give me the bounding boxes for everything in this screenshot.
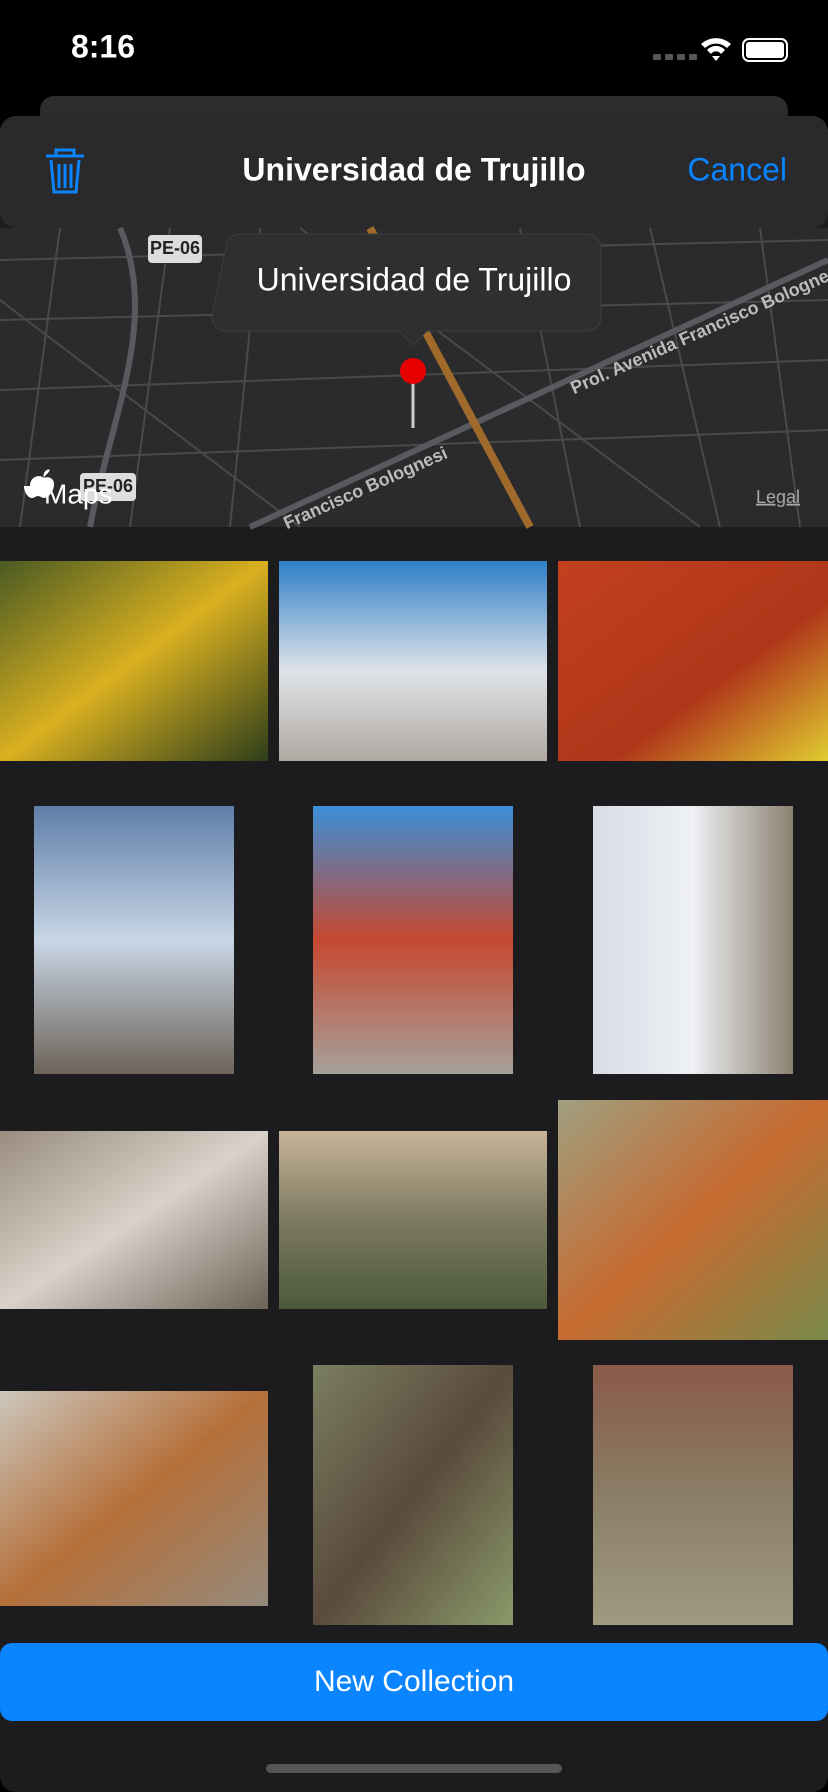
cancel-button[interactable]: Cancel [687, 151, 787, 187]
photo[interactable] [279, 561, 547, 761]
nav-title: Universidad de Trujillo [242, 151, 585, 187]
map: PE-06 PE-06 Prol. Avenida Francisco Bolo… [0, 226, 828, 533]
nav-bar [0, 116, 828, 228]
photo[interactable] [593, 806, 793, 1074]
photo[interactable] [313, 1365, 513, 1625]
photo[interactable] [0, 1391, 268, 1606]
home-indicator [266, 1764, 562, 1773]
photo[interactable] [34, 806, 234, 1074]
photo[interactable] [0, 1131, 268, 1309]
status-icons [653, 38, 788, 62]
photo[interactable] [0, 561, 268, 761]
photo[interactable] [558, 1100, 828, 1340]
new-collection-button[interactable] [0, 1643, 828, 1721]
photo[interactable] [593, 1365, 793, 1625]
photo-grid [0, 561, 828, 1625]
trash-button[interactable] [46, 148, 84, 194]
photo[interactable] [558, 561, 828, 761]
status-time: 8:16 [71, 28, 135, 64]
map-callout: Universidad de Trujillo [257, 261, 572, 297]
map-pin[interactable] [400, 358, 426, 384]
map-legal[interactable]: Legal [756, 487, 800, 507]
button-label: New Collection [314, 1665, 514, 1698]
road-shield: PE-06 [150, 238, 200, 258]
road-shield: PE-06 [83, 476, 133, 496]
photo[interactable] [279, 1131, 547, 1309]
photo[interactable] [313, 806, 513, 1074]
map-attribution: Maps [44, 478, 112, 509]
